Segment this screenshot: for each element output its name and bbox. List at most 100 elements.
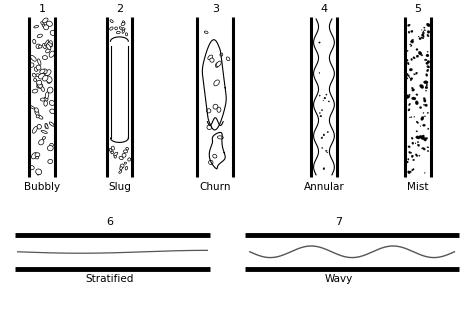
Ellipse shape [121, 23, 125, 26]
Ellipse shape [416, 49, 418, 50]
Ellipse shape [424, 30, 426, 31]
Ellipse shape [422, 135, 425, 138]
Ellipse shape [423, 31, 424, 33]
Ellipse shape [45, 92, 49, 99]
Ellipse shape [42, 137, 46, 139]
Ellipse shape [406, 95, 409, 99]
Ellipse shape [46, 76, 52, 82]
Ellipse shape [209, 160, 213, 165]
Ellipse shape [421, 29, 422, 30]
Ellipse shape [38, 45, 42, 48]
Ellipse shape [410, 44, 411, 45]
Ellipse shape [411, 41, 414, 43]
Ellipse shape [49, 122, 54, 126]
Ellipse shape [424, 116, 426, 117]
Ellipse shape [29, 63, 34, 67]
Ellipse shape [208, 55, 213, 60]
Ellipse shape [37, 34, 43, 38]
Ellipse shape [415, 143, 416, 144]
Ellipse shape [411, 117, 412, 118]
Ellipse shape [37, 59, 41, 65]
Text: 7: 7 [335, 217, 342, 227]
Ellipse shape [411, 58, 412, 61]
Ellipse shape [408, 146, 410, 148]
Ellipse shape [426, 54, 429, 57]
Text: 4: 4 [320, 4, 328, 14]
Ellipse shape [416, 55, 419, 57]
Ellipse shape [216, 62, 219, 68]
Ellipse shape [41, 87, 45, 91]
Ellipse shape [36, 74, 40, 77]
Ellipse shape [39, 139, 44, 145]
Ellipse shape [409, 94, 410, 96]
Ellipse shape [426, 90, 427, 91]
Ellipse shape [416, 121, 419, 124]
Ellipse shape [34, 67, 38, 71]
Ellipse shape [40, 69, 45, 74]
Ellipse shape [48, 159, 53, 164]
Ellipse shape [319, 72, 320, 74]
Ellipse shape [213, 104, 218, 109]
Ellipse shape [34, 79, 36, 81]
Ellipse shape [428, 128, 429, 130]
Ellipse shape [411, 137, 413, 139]
Ellipse shape [40, 98, 45, 101]
Ellipse shape [409, 77, 410, 78]
Ellipse shape [423, 148, 425, 150]
Ellipse shape [37, 124, 41, 129]
Ellipse shape [419, 51, 422, 55]
Ellipse shape [123, 150, 128, 153]
Text: 5: 5 [414, 4, 421, 14]
Ellipse shape [45, 70, 51, 76]
Ellipse shape [415, 154, 418, 157]
Ellipse shape [41, 130, 47, 133]
Ellipse shape [122, 21, 125, 24]
Ellipse shape [46, 44, 51, 50]
Ellipse shape [207, 109, 211, 113]
Ellipse shape [122, 153, 126, 157]
Ellipse shape [424, 138, 427, 141]
Ellipse shape [319, 42, 320, 43]
Ellipse shape [30, 55, 36, 61]
Text: Churn: Churn [200, 182, 231, 191]
Ellipse shape [413, 57, 415, 59]
Ellipse shape [411, 155, 413, 158]
Ellipse shape [109, 148, 112, 152]
Ellipse shape [46, 43, 52, 47]
Ellipse shape [36, 44, 40, 49]
Ellipse shape [44, 97, 48, 101]
Ellipse shape [320, 115, 322, 117]
Ellipse shape [427, 147, 429, 148]
Ellipse shape [36, 65, 41, 70]
Ellipse shape [410, 171, 411, 172]
Ellipse shape [326, 94, 327, 95]
Ellipse shape [426, 62, 428, 65]
Ellipse shape [415, 72, 418, 74]
Ellipse shape [217, 107, 221, 112]
Ellipse shape [47, 80, 51, 83]
Ellipse shape [408, 31, 410, 33]
Ellipse shape [36, 115, 39, 118]
Ellipse shape [419, 37, 421, 40]
Ellipse shape [30, 106, 35, 109]
Ellipse shape [424, 81, 428, 84]
Ellipse shape [321, 110, 323, 111]
Ellipse shape [43, 75, 48, 81]
Ellipse shape [425, 86, 428, 89]
Ellipse shape [407, 50, 408, 52]
Ellipse shape [411, 97, 416, 100]
Ellipse shape [324, 97, 326, 99]
Ellipse shape [409, 68, 412, 71]
Ellipse shape [410, 78, 413, 80]
Ellipse shape [109, 27, 113, 30]
Ellipse shape [31, 152, 37, 159]
Ellipse shape [42, 55, 47, 60]
Ellipse shape [120, 164, 124, 168]
Ellipse shape [423, 104, 425, 106]
Ellipse shape [415, 101, 419, 105]
Ellipse shape [412, 142, 414, 144]
Ellipse shape [32, 126, 37, 133]
Ellipse shape [32, 73, 36, 77]
Ellipse shape [33, 39, 36, 44]
Ellipse shape [408, 109, 410, 111]
